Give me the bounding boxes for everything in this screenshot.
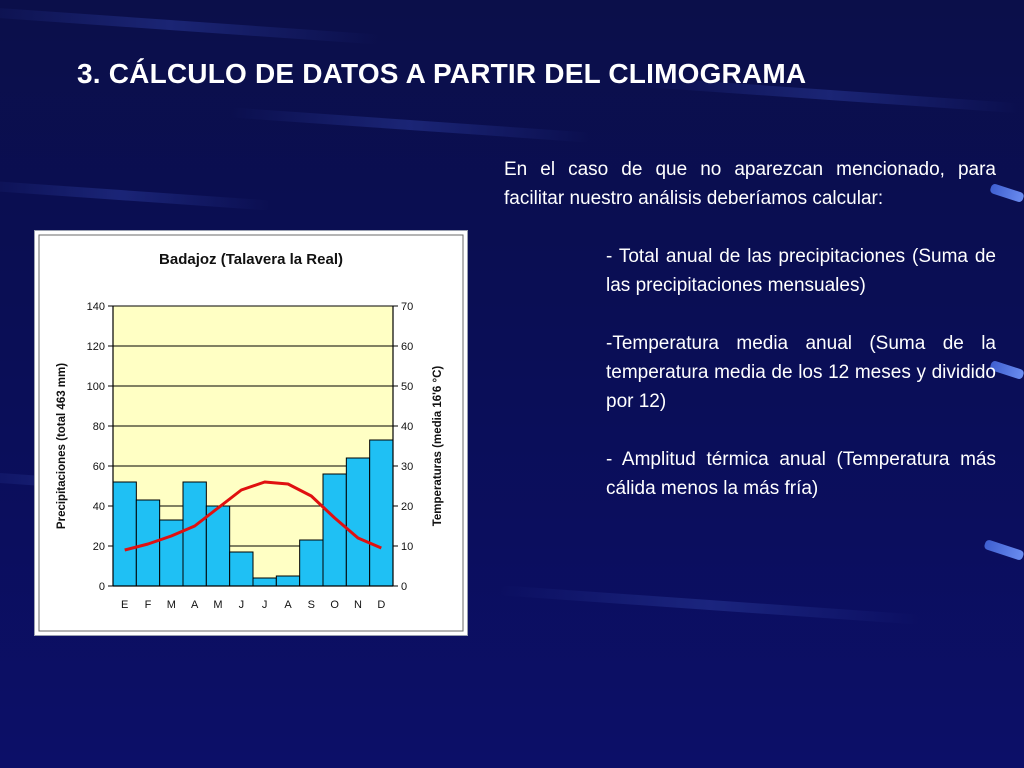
- climograph-chart: Badajoz (Talavera la Real) 0204060801001…: [38, 234, 464, 632]
- precipitation-bar: [275, 575, 301, 587]
- background-streak: [500, 585, 920, 625]
- x-tick-label: S: [308, 599, 315, 611]
- x-tick-label: A: [191, 599, 199, 611]
- slide-title: 3. CÁLCULO DE DATOS A PARTIR DEL CLIMOGR…: [77, 58, 807, 89]
- y-tick-label: 100: [87, 381, 105, 393]
- y2-tick-label: 20: [401, 501, 413, 513]
- y2-axis-label: Temperaturas (media 16'6 °C): [432, 366, 444, 527]
- x-tick-label: O: [330, 599, 339, 611]
- axes: 0 20 40 60 80 100 120 140 0 10 20 30 40 50 60 70 E F M A M J J…: [87, 301, 414, 611]
- precipitation-bar: [159, 519, 184, 587]
- precipitation-bar: [345, 457, 371, 587]
- x-tick-label: D: [377, 599, 385, 611]
- y-tick-label: 140: [87, 301, 105, 313]
- background-streak: [230, 107, 590, 143]
- y2-tick-label: 70: [401, 301, 413, 313]
- precipitation-bar: [369, 439, 394, 587]
- precipitation-bar: [252, 577, 277, 587]
- background-streak: [0, 179, 270, 211]
- precipitation-bar: [205, 505, 231, 587]
- temperature-line: [124, 480, 382, 552]
- precipitation-bar: [322, 473, 347, 587]
- x-tick-label: F: [145, 599, 152, 611]
- y2-tick-label: 40: [401, 421, 413, 433]
- y-tick-label: 20: [93, 541, 105, 553]
- x-tick-label: M: [167, 599, 176, 611]
- precipitation-bar: [112, 481, 137, 587]
- y-axis-label: Precipitaciones (total 463 mm): [56, 363, 68, 529]
- y-tick-label: 80: [93, 421, 105, 433]
- y-tick-label: 40: [93, 501, 105, 513]
- bullet-total-precipitation: - Total anual de las precipitaciones (Su…: [606, 246, 996, 296]
- chart-title: Badajoz (Talavera la Real): [159, 251, 343, 268]
- climograph-panel: Badajoz (Talavera la Real) 0 20 40 60 80 100 1…: [34, 230, 468, 636]
- y-tick-label: 120: [87, 341, 105, 353]
- y2-tick-label: 10: [401, 541, 413, 553]
- precipitation-bar: [299, 539, 324, 587]
- y2-tick-label: 60: [401, 341, 413, 353]
- y-tick-label: 60: [93, 461, 105, 473]
- y-tick-label: 0: [99, 581, 105, 593]
- intro-paragraph: En el caso de que no aparezcan mencionad…: [504, 159, 996, 209]
- y2-tick-label: 0: [401, 581, 407, 593]
- bullet-annual-thermal-amplitude: - Amplitud térmica anual (Temperatura má…: [606, 449, 996, 499]
- x-tick-label: E: [121, 599, 128, 611]
- explanation-text: En el caso de que no aparezcan mencionad…: [504, 155, 996, 532]
- decorative-accent: [983, 539, 1024, 561]
- x-tick-label: M: [213, 599, 222, 611]
- x-tick-label: J: [262, 599, 268, 611]
- y2-tick-label: 50: [401, 381, 413, 393]
- x-tick-label: J: [239, 599, 245, 611]
- precipitation-bar: [229, 551, 254, 587]
- background-streak: [0, 5, 380, 45]
- bullet-annual-mean-temperature: -Temperatura media anual (Suma de la tem…: [606, 333, 996, 412]
- x-tick-label: N: [354, 599, 362, 611]
- precipitation-bar: [182, 481, 207, 587]
- x-tick-label: A: [284, 599, 292, 611]
- y2-tick-label: 30: [401, 461, 413, 473]
